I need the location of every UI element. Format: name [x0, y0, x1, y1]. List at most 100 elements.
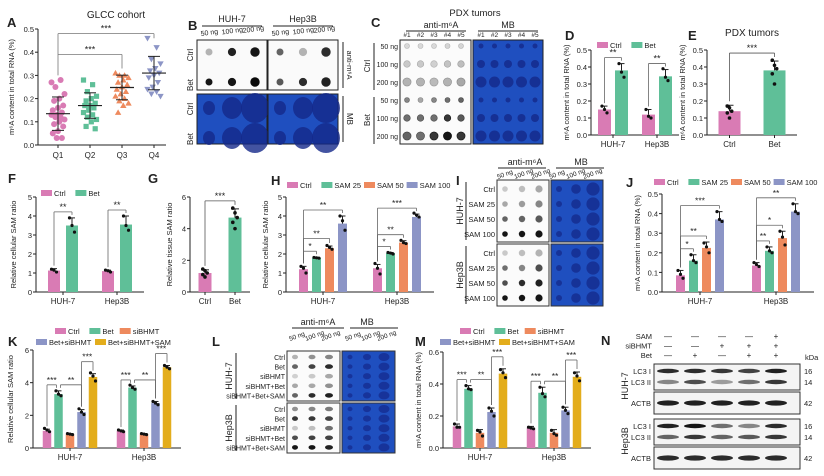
y-tick-label: 0.5 — [648, 190, 658, 199]
panel-label-i: I — [456, 173, 460, 188]
data-point — [774, 66, 779, 71]
kda-value: 16 — [804, 422, 812, 431]
data-point — [663, 75, 668, 79]
y-tick-label: 0.5 — [577, 46, 587, 55]
lc3-membrane — [653, 418, 801, 446]
data-point — [725, 111, 730, 115]
lc3-membrane — [653, 363, 801, 391]
mb-dot — [363, 373, 371, 380]
data-point — [338, 214, 342, 218]
mb-dot — [571, 278, 581, 288]
mb-dot — [378, 405, 390, 413]
y-tick-label: 0.2 — [429, 412, 439, 421]
bar — [526, 428, 536, 448]
dot — [502, 280, 508, 286]
data-point — [543, 395, 547, 399]
band — [657, 455, 679, 461]
sig-label: ** — [760, 231, 767, 241]
y-tick-label: 3 — [278, 231, 282, 240]
amount-label: 100 ng — [377, 62, 399, 69]
mb-dot — [378, 362, 390, 371]
data-point — [231, 220, 235, 225]
sig-label: ** — [68, 375, 75, 385]
sig-label: *** — [47, 375, 58, 385]
dot — [205, 48, 213, 56]
dot — [292, 406, 298, 412]
x-tick-label: Hep3B — [645, 140, 669, 149]
sig-label: *** — [492, 347, 503, 357]
chart-title: GLCC cohort — [87, 10, 146, 21]
data-point — [605, 111, 609, 115]
y-tick-label: 0.5 — [693, 46, 703, 55]
mb-dot — [556, 216, 562, 222]
data-point — [88, 119, 94, 125]
mb-dot — [571, 263, 581, 273]
data-point — [90, 112, 96, 118]
legend-swatch — [321, 182, 333, 188]
data-point — [91, 105, 97, 111]
band-label: ACTB — [631, 399, 651, 408]
mb-dot — [556, 201, 562, 207]
group-label: Ctrl — [363, 60, 372, 73]
mb-dot — [489, 130, 500, 142]
mb-dot — [571, 199, 581, 209]
data-point — [455, 425, 459, 429]
data-point — [783, 243, 787, 247]
data-point — [727, 116, 732, 120]
condition-value: — — [718, 351, 726, 360]
legend-label: siBHMT — [538, 327, 565, 336]
band — [765, 455, 787, 461]
data-point — [65, 432, 70, 436]
data-point — [770, 58, 775, 62]
data-point — [49, 130, 56, 137]
bar — [412, 216, 421, 292]
y-tick-label: 0.1 — [693, 114, 703, 123]
legend-label: Bet+siBHMT — [49, 338, 92, 347]
band — [738, 379, 760, 385]
mb-dot — [532, 43, 538, 49]
data-point — [529, 426, 533, 430]
dot — [443, 114, 452, 122]
y-tick-label: 0.2 — [24, 95, 34, 104]
dot — [276, 78, 284, 86]
dot — [416, 77, 425, 87]
data-point — [791, 202, 795, 206]
y-tick-label: 0.4 — [693, 63, 703, 72]
dot — [429, 131, 439, 141]
data-point — [772, 82, 777, 86]
band-label: LC3 I — [633, 422, 651, 431]
y-tick-label: 0.2 — [577, 97, 587, 106]
dot — [292, 354, 298, 360]
row-label: Ctrl — [274, 355, 285, 362]
row-label: Bet — [186, 132, 195, 145]
y-axis-label: m⁶A content in total RNA (%) — [414, 351, 423, 448]
data-point — [561, 405, 565, 409]
data-point — [678, 272, 683, 276]
condition-label: SAM — [636, 332, 652, 341]
data-point — [79, 410, 84, 414]
y-tick-label: 0.1 — [648, 268, 658, 277]
data-point — [600, 104, 604, 108]
row-label: SAM 25 — [468, 264, 495, 273]
sig-label: *** — [215, 191, 226, 201]
y-tick-label: 0.3 — [648, 229, 658, 238]
data-point — [233, 211, 237, 215]
mb-dot — [478, 43, 484, 49]
legend-label: Ctrl — [54, 189, 66, 198]
mb-dot — [222, 127, 242, 149]
mb-dot — [378, 353, 390, 361]
bar — [198, 273, 212, 292]
chart-j: 0.0 0.1 0.2 0.3 0.4 0.5 m⁶A content in total R… — [633, 178, 817, 306]
data-point — [145, 75, 152, 81]
dot — [502, 265, 508, 271]
sig-label: *** — [82, 352, 93, 362]
panel-label-m: M — [415, 334, 426, 349]
cell-line-label: Hep3B — [289, 14, 317, 24]
dot — [518, 279, 526, 287]
dot — [321, 47, 331, 57]
bar — [676, 275, 685, 292]
mb-dot — [504, 114, 512, 122]
mb-dot — [347, 406, 353, 412]
y-axis-label: Relative tissue SAM ratio — [165, 203, 174, 287]
